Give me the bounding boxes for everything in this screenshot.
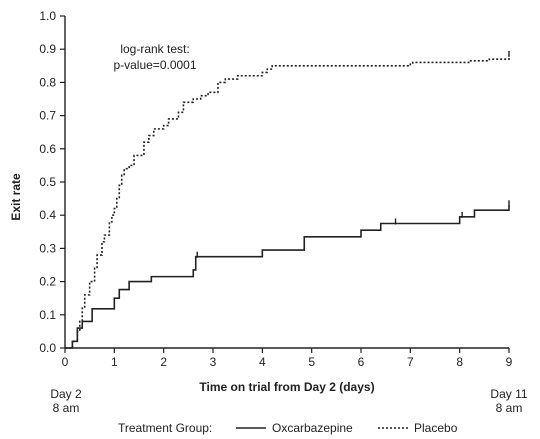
x-tick-label: 0 bbox=[62, 355, 69, 369]
y-axis-title: Exit rate bbox=[9, 173, 23, 221]
y-tick-label: 0.6 bbox=[39, 142, 56, 156]
series-line-placebo bbox=[65, 55, 510, 349]
y-tick-label: 0.7 bbox=[39, 109, 56, 123]
x-end-label-line1: Day 11 bbox=[490, 387, 527, 401]
annotation-line2: p-value=0.0001 bbox=[113, 58, 196, 72]
x-tick-label: 5 bbox=[308, 355, 315, 369]
y-tick-label: 0.9 bbox=[39, 42, 56, 56]
x-tick-label: 6 bbox=[358, 355, 365, 369]
y-tick-label: 0.8 bbox=[39, 75, 56, 89]
x-start-label-line2: 8 am bbox=[53, 401, 80, 415]
x-tick-label: 7 bbox=[407, 355, 414, 369]
annotation-line1: log-rank test: bbox=[120, 42, 189, 56]
x-tick-label: 9 bbox=[506, 355, 513, 369]
x-axis-title: Time on trial from Day 2 (days) bbox=[199, 380, 374, 394]
series-layer bbox=[65, 50, 510, 349]
x-tick-label: 8 bbox=[456, 355, 463, 369]
y-tick-label: 0.2 bbox=[39, 275, 56, 289]
y-tick-label: 0.3 bbox=[39, 241, 56, 255]
legend-label-oxcarbazepine: Oxcarbazepine bbox=[272, 421, 353, 435]
x-tick-label: 2 bbox=[160, 355, 167, 369]
legend-title: Treatment Group: bbox=[118, 421, 212, 435]
y-tick-label: 0.1 bbox=[39, 308, 56, 322]
y-tick-label: 1.0 bbox=[39, 9, 56, 23]
y-ticks: 0.0 0.1 0.2 0.3 0.4 0.5 0.6 0.7 0.8 0.9 1.0 bbox=[39, 9, 65, 355]
x-tick-label: 3 bbox=[210, 355, 217, 369]
y-tick-label: 0.4 bbox=[39, 208, 56, 222]
legend-label-placebo: Placebo bbox=[414, 421, 458, 435]
y-tick-label: 0.0 bbox=[39, 341, 56, 355]
x-end-label-line2: 8 am bbox=[496, 401, 523, 415]
series-line-oxcarbazepine bbox=[65, 205, 510, 349]
x-start-label-line1: Day 2 bbox=[50, 387, 82, 401]
legend: Treatment Group: Oxcarbazepine Placebo bbox=[118, 421, 458, 435]
x-ticks: 0 1 2 3 4 5 6 7 8 9 bbox=[62, 348, 513, 369]
x-tick-label: 1 bbox=[111, 355, 118, 369]
x-tick-label: 4 bbox=[259, 355, 266, 369]
y-tick-label: 0.5 bbox=[39, 175, 56, 189]
